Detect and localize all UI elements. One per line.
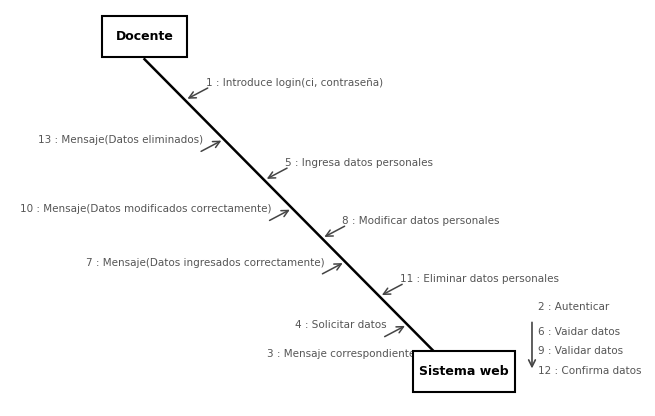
Text: 4 : Solicitar datos: 4 : Solicitar datos — [295, 320, 387, 330]
Text: 7 : Mensaje(Datos ingresados correctamente): 7 : Mensaje(Datos ingresados correctamen… — [86, 258, 325, 267]
Text: 1 : Introduce login(ci, contraseña): 1 : Introduce login(ci, contraseña) — [206, 78, 383, 88]
FancyBboxPatch shape — [413, 351, 515, 392]
Text: 2 : Autenticar: 2 : Autenticar — [538, 302, 609, 312]
Text: 6 : Vaidar datos: 6 : Vaidar datos — [538, 327, 620, 337]
Text: 3 : Mensaje correspondiente: 3 : Mensaje correspondiente — [267, 349, 415, 359]
Text: 8 : Modificar datos personales: 8 : Modificar datos personales — [343, 216, 500, 226]
Text: Sistema web: Sistema web — [419, 365, 509, 378]
FancyBboxPatch shape — [102, 16, 187, 57]
Text: 5 : Ingresa datos personales: 5 : Ingresa datos personales — [285, 158, 433, 168]
Text: 11 : Eliminar datos personales: 11 : Eliminar datos personales — [400, 274, 559, 285]
Text: Docente: Docente — [115, 30, 174, 43]
Text: 10 : Mensaje(Datos modificados correctamente): 10 : Mensaje(Datos modificados correctam… — [20, 204, 272, 214]
Text: 9 : Validar datos: 9 : Validar datos — [538, 346, 623, 356]
Text: 12 : Confirma datos: 12 : Confirma datos — [538, 366, 641, 376]
Text: 13 : Mensaje(Datos eliminados): 13 : Mensaje(Datos eliminados) — [38, 135, 203, 145]
